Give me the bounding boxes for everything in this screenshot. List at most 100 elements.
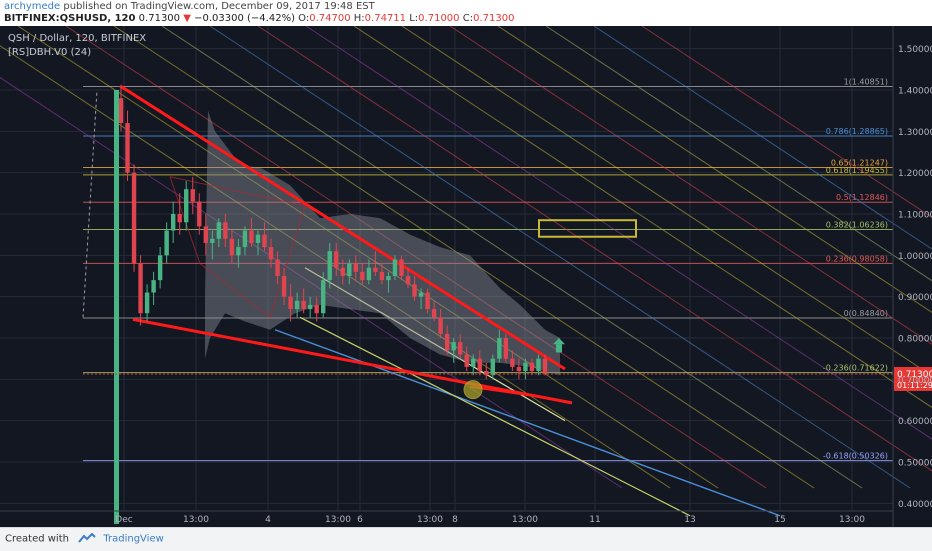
candle-body	[347, 263, 352, 276]
channel-line	[161, 26, 863, 489]
candle-body	[353, 263, 359, 272]
low-label: L:	[409, 13, 419, 24]
candle-body	[223, 222, 228, 239]
chart-canvas[interactable]: 1(1.40851)0.786(1.28865)0.65(1.21247)0.6…	[0, 26, 932, 527]
target-box	[538, 219, 637, 238]
y-tick-label: 1.00000	[898, 252, 932, 262]
y-tick-label: 1.30000	[898, 128, 932, 138]
channel-line	[593, 26, 932, 250]
candle-body	[451, 342, 456, 351]
y-tick-label: 1.50000	[898, 45, 932, 55]
created-with-label: Created with	[5, 533, 69, 545]
fib-anchor-line	[82, 89, 98, 318]
chart-legend: QSH / Dollar, 120, BITFINEX [RS]DBH.V0 (…	[8, 32, 146, 60]
candle-body	[438, 317, 443, 334]
candle-body	[412, 284, 417, 297]
close-label: C:	[462, 13, 474, 24]
candle-body	[392, 259, 398, 276]
fib-level-label: 0.382(1.06236)	[826, 221, 888, 230]
candle-body	[307, 304, 313, 310]
x-tick-label: 13	[684, 515, 695, 525]
price-tag-value: 0.71300	[897, 370, 932, 380]
y-tick-label: 0.50000	[898, 459, 932, 469]
indicator-legend[interactable]: [RS]DBH.V0 (24)	[8, 47, 92, 58]
candle-body	[288, 296, 293, 310]
x-tick-label: 13:00	[839, 515, 865, 525]
price-tag	[894, 366, 932, 391]
candle-body	[262, 234, 267, 248]
y-tick-label: 0.90000	[898, 293, 932, 303]
candle-body	[418, 292, 424, 297]
channel-line	[0, 45, 671, 489]
high-label: H:	[353, 13, 365, 24]
candle-body	[242, 230, 248, 248]
candle-body	[360, 271, 365, 281]
candle-body	[431, 309, 437, 318]
x-tick-label: 6	[357, 515, 363, 525]
support-line	[469, 385, 549, 399]
channel-line	[545, 26, 932, 282]
fib-level-label: 0.5(1.12846)	[836, 193, 888, 202]
channel-line	[209, 26, 911, 489]
channel-line	[304, 267, 566, 422]
ohlc-line: BITFINEX:QSHUSD, 120 0.71300 ▼ −0.03300 …	[4, 13, 514, 25]
x-tick-label: 13:00	[325, 515, 351, 525]
candle-body	[373, 267, 378, 272]
candle-body	[281, 276, 287, 297]
candle-body	[125, 123, 130, 173]
candle-body	[497, 338, 502, 359]
candle-body	[399, 259, 404, 276]
candle-body	[340, 267, 345, 276]
high-value: 0.74711	[364, 13, 407, 24]
fib-level-label: -0.236(0.71622)	[823, 364, 888, 373]
fib-level-label: 1(1.40851)	[844, 77, 888, 86]
tradingview-brand-link[interactable]: TradingView	[103, 533, 164, 545]
fib-level-label: -0.618(0.50326)	[823, 452, 888, 461]
last-price: 0.71300	[138, 13, 181, 24]
fib-level-label: 0(0.84840)	[844, 309, 888, 318]
candle-body	[294, 300, 300, 310]
candle-body	[114, 90, 119, 524]
x-tick-label: 8	[452, 515, 458, 525]
candle-body	[138, 263, 143, 314]
down-arrow-icon: ▼	[183, 13, 191, 24]
author-link[interactable]: archymede	[4, 1, 61, 12]
candle-body	[536, 358, 541, 372]
x-tick-label: 11	[589, 515, 600, 525]
candle-body	[184, 189, 189, 223]
channel-line	[497, 26, 932, 314]
candle-body	[229, 238, 235, 256]
fib-level-label: 0.618(1.19455)	[826, 166, 888, 175]
candle-body	[197, 201, 202, 227]
candle-body	[529, 362, 535, 372]
candle-body	[170, 214, 176, 231]
price-change: −0.03300 (−4.42%)	[194, 13, 295, 24]
chart-header: archymede published on TradingView.com, …	[0, 0, 932, 26]
candle-body	[249, 230, 254, 243]
tradingview-logo-icon	[78, 533, 96, 543]
candle-body	[210, 238, 215, 243]
footer-bar: Created with TradingView	[0, 527, 932, 551]
candle-body	[458, 342, 463, 355]
x-tick-label: 13:00	[512, 515, 538, 525]
candle-body	[516, 366, 522, 372]
channel-line	[401, 26, 932, 377]
y-tick-label: 0.40000	[898, 500, 932, 510]
channel-line	[641, 26, 932, 218]
candle-body	[314, 304, 319, 314]
candle-body	[471, 358, 476, 367]
candle-body	[444, 333, 450, 351]
candle-body	[203, 226, 208, 243]
close-value: 0.71300	[473, 13, 515, 24]
chart-pane[interactable]: 1(1.40851) 0.786(1.28865) 0.65(1.21247) 0.6…	[0, 26, 932, 527]
candle-body	[216, 222, 222, 239]
channel-line	[257, 26, 932, 472]
fib-level-label: 0.786(1.28865)	[826, 127, 888, 136]
up-arrow-icon	[556, 344, 562, 353]
channel-line	[305, 26, 932, 440]
candle-body	[386, 276, 391, 281]
upper-trendline	[119, 84, 566, 371]
candle-body	[523, 362, 528, 372]
y-tick-label: 1.20000	[898, 169, 932, 179]
candle-body	[425, 292, 430, 310]
